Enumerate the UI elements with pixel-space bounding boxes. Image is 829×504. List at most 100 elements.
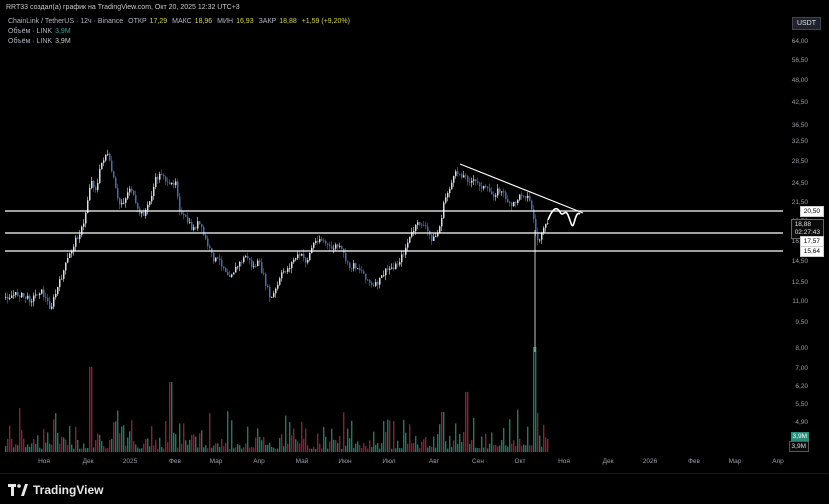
currency-button[interactable]: USDT	[791, 17, 821, 30]
volume-bar	[435, 447, 437, 452]
candle	[529, 195, 531, 201]
legend-volume-row-2[interactable]: Объём · LINK 3,9M	[8, 37, 353, 47]
volume-bar	[445, 441, 447, 452]
candle	[195, 227, 197, 229]
volume-bar	[149, 446, 151, 452]
volume-bar	[281, 433, 283, 452]
candle	[123, 202, 125, 204]
candle	[81, 226, 83, 235]
candle	[257, 260, 259, 267]
candle	[23, 292, 25, 297]
candle	[215, 257, 217, 262]
volume-bar	[407, 443, 409, 452]
volume-bar	[267, 444, 269, 452]
legend-close-label: ЗАКР	[258, 18, 277, 25]
candle	[221, 260, 223, 267]
candle	[233, 272, 235, 275]
volume-bar	[387, 419, 389, 452]
candle	[391, 267, 393, 269]
volume-bar	[131, 420, 133, 452]
price-tick-label: 12,50	[791, 279, 808, 286]
price-tick-label: 56,50	[791, 57, 808, 64]
legend-volume-row-1[interactable]: Объём · LINK 3,9M	[8, 27, 353, 37]
volume-bar	[399, 448, 401, 452]
volume-bar	[197, 447, 199, 452]
volume-bar	[145, 438, 147, 452]
volume-bar	[87, 447, 89, 452]
candle	[155, 177, 157, 188]
candle	[135, 194, 137, 204]
candle	[423, 224, 425, 226]
candle	[187, 216, 189, 223]
volume-bar	[307, 445, 309, 452]
volume-bar	[23, 438, 25, 452]
volume-bar	[237, 444, 239, 452]
legend-panel: ChainLink / TetherUS · 12ч · Binance ОТК…	[8, 17, 353, 47]
price-tick-label: 4,90	[795, 419, 808, 426]
time-tick-label: Дек	[602, 458, 614, 465]
volume-bar	[453, 440, 455, 452]
volume-bar	[93, 447, 95, 452]
volume-bar	[171, 382, 173, 452]
volume-bar	[477, 448, 479, 452]
volume-bar	[495, 445, 497, 452]
volume-bar	[245, 443, 247, 452]
volume-bar	[389, 420, 391, 452]
candle	[421, 224, 423, 226]
volume-bar	[275, 448, 277, 452]
volume-bar	[279, 438, 281, 452]
candle	[241, 261, 243, 263]
time-tick-label: Авг	[428, 458, 440, 465]
volume-bar	[321, 448, 323, 452]
volume-bar	[325, 436, 327, 452]
candle	[201, 223, 203, 227]
candle	[485, 186, 487, 188]
candle	[387, 268, 389, 270]
volume-bar	[53, 419, 55, 452]
candle	[273, 293, 275, 297]
candle	[245, 256, 247, 258]
candle	[41, 289, 43, 294]
candle	[369, 279, 371, 283]
candle	[427, 226, 429, 231]
candle	[33, 295, 35, 302]
candle	[89, 188, 91, 201]
volume-bar	[381, 443, 383, 452]
volume-bar	[127, 437, 129, 452]
candle	[217, 257, 219, 259]
volume-bar	[395, 448, 397, 452]
candle	[19, 295, 21, 298]
legend-symbol[interactable]: ChainLink / TetherUS · 12ч · Binance	[8, 18, 124, 25]
candle	[285, 271, 287, 273]
legend-open-label: ОТКР	[128, 18, 147, 25]
volume-bar	[201, 430, 203, 452]
candle	[61, 278, 63, 280]
price-tick-label: 9,50	[795, 319, 808, 326]
candle	[413, 230, 415, 233]
volume-bar	[359, 444, 361, 452]
candle	[513, 201, 515, 206]
candle	[203, 226, 205, 235]
tradingview-brand[interactable]: TradingView	[8, 483, 103, 497]
volume-bar	[49, 443, 51, 452]
volume-bar	[283, 446, 285, 452]
volume-bar	[513, 440, 515, 452]
footer-bar: TradingView	[0, 473, 829, 504]
volume-bar	[219, 446, 221, 452]
candle	[453, 176, 455, 183]
time-tick-label: Июн	[338, 458, 352, 465]
candle	[91, 180, 93, 189]
volume-bar	[313, 446, 315, 452]
volume-bar	[539, 435, 541, 452]
volume-bar	[235, 447, 237, 452]
volume-bar	[129, 431, 131, 452]
volume-bar	[401, 448, 403, 452]
candle	[11, 295, 13, 298]
candle	[505, 192, 507, 200]
volume-bar	[209, 413, 211, 452]
candle	[331, 246, 333, 249]
candle	[541, 232, 543, 240]
volume-bar	[439, 424, 441, 452]
candle	[161, 173, 163, 175]
